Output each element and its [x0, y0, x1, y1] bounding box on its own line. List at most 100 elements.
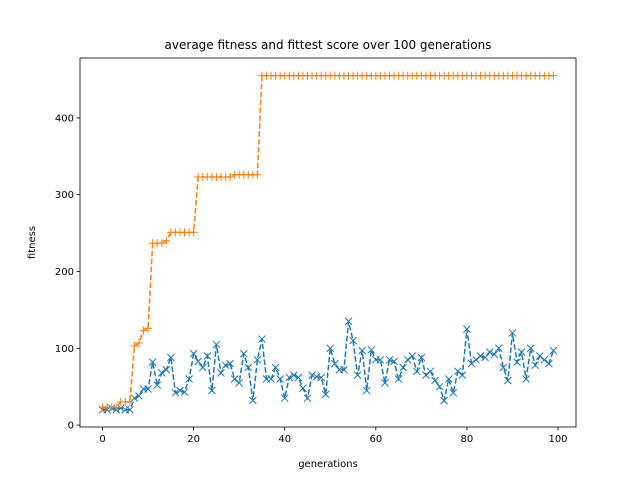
data-point — [358, 346, 367, 355]
data-point — [476, 352, 485, 360]
data-point — [189, 228, 198, 237]
x-axis-label: generations — [298, 459, 358, 470]
data-point — [526, 344, 535, 353]
data-point — [198, 363, 207, 372]
series-line — [102, 321, 555, 411]
y-axis-ticks: 0 100 200 300 400 — [55, 113, 80, 432]
y-tick-label: 400 — [55, 113, 74, 124]
data-point — [157, 369, 166, 377]
data-point — [472, 355, 480, 364]
data-point — [303, 394, 312, 403]
data-point — [148, 358, 157, 366]
data-point — [340, 365, 348, 374]
data-point — [399, 363, 408, 372]
x-tick-label: 0 — [99, 434, 105, 445]
data-point — [208, 386, 216, 395]
data-point — [467, 359, 476, 368]
data-point — [453, 367, 462, 376]
data-point — [271, 363, 280, 372]
data-point — [212, 340, 221, 349]
data-point — [194, 357, 203, 366]
data-point — [239, 349, 248, 358]
y-tick-label: 200 — [55, 267, 74, 278]
data-point — [367, 345, 376, 354]
data-point — [134, 338, 143, 347]
data-point — [253, 170, 262, 179]
data-point — [171, 388, 180, 397]
data-point — [308, 371, 316, 380]
data-point — [162, 236, 171, 245]
data-point — [294, 373, 303, 382]
data-point — [513, 358, 521, 366]
data-point — [403, 355, 412, 364]
data-point — [390, 357, 398, 366]
data-point — [353, 371, 362, 380]
data-point — [431, 376, 439, 385]
data-point — [144, 385, 152, 393]
data-point — [458, 371, 467, 380]
chart-title: average fitness and fittest score over 1… — [165, 38, 492, 52]
x-tick-label: 60 — [369, 434, 382, 445]
data-point — [253, 355, 262, 364]
data-point — [235, 378, 244, 387]
data-point — [139, 326, 148, 335]
data-point — [125, 398, 134, 407]
data-point — [203, 352, 212, 360]
data-point — [531, 361, 540, 370]
data-point — [326, 344, 335, 353]
data-point — [394, 375, 403, 383]
data-point — [285, 373, 294, 382]
data-point — [135, 392, 143, 400]
data-point — [258, 335, 266, 343]
data-point — [381, 378, 389, 387]
data-point — [435, 382, 444, 391]
data-point — [540, 355, 549, 364]
y-tick-label: 0 — [68, 421, 74, 432]
data-point — [408, 352, 417, 360]
data-point — [226, 359, 234, 368]
data-point — [422, 371, 430, 380]
data-point — [167, 353, 175, 362]
data-point — [112, 403, 121, 412]
data-point — [499, 363, 508, 372]
data-point — [508, 329, 517, 337]
data-point — [162, 365, 171, 374]
data-point — [321, 390, 330, 399]
data-point — [481, 353, 489, 362]
data-point — [276, 375, 285, 383]
data-point — [317, 373, 326, 382]
data-point — [330, 359, 339, 368]
data-point — [130, 341, 139, 350]
data-point — [176, 386, 184, 395]
data-point — [244, 363, 253, 372]
data-point — [280, 394, 289, 403]
data-point — [426, 367, 435, 376]
x-tick-label: 80 — [461, 434, 474, 445]
data-point — [412, 367, 421, 376]
data-point — [494, 344, 503, 353]
data-point — [230, 375, 239, 383]
x-tick-label: 20 — [187, 434, 200, 445]
data-point — [299, 384, 307, 393]
data-point — [549, 346, 558, 355]
data-point — [504, 376, 512, 385]
data-point — [517, 348, 526, 356]
series-0 — [98, 317, 558, 414]
data-point — [417, 353, 426, 362]
data-point — [349, 336, 357, 345]
data-point — [185, 375, 193, 383]
data-point — [226, 173, 235, 182]
x-tick-label: 100 — [548, 434, 567, 445]
data-point — [217, 369, 225, 377]
data-point — [267, 375, 275, 383]
y-tick-label: 100 — [55, 344, 74, 355]
data-point — [157, 239, 166, 248]
data-point — [130, 394, 139, 403]
data-point — [522, 375, 530, 383]
data-point — [248, 396, 257, 405]
x-axis-ticks: 0 20 40 60 80 100 — [99, 427, 568, 445]
data-point — [362, 386, 371, 395]
data-point — [376, 355, 385, 364]
series-1 — [98, 71, 558, 412]
